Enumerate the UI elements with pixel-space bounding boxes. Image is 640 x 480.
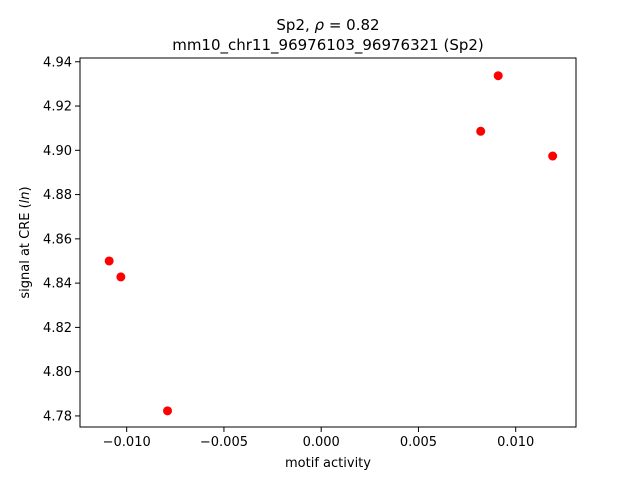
data-point <box>163 406 173 416</box>
y-tick-label: 4.86 <box>43 232 72 247</box>
y-axis-label: signal at CRE (ln) <box>18 186 33 298</box>
chart-subtitle: mm10_chr11_96976103_96976321 (Sp2) <box>172 36 484 55</box>
y-tick-label: 4.92 <box>43 100 72 115</box>
x-axis-ticks: −0.010 −0.005 0.000 0.005 0.010 <box>103 427 534 450</box>
plot-frame <box>79 57 577 428</box>
y-tick-label: 4.80 <box>43 365 72 380</box>
data-point <box>476 126 486 136</box>
data-point <box>116 272 126 282</box>
x-tick-label: 0.000 <box>303 435 340 450</box>
x-axis-label: motif activity <box>285 456 371 471</box>
data-point <box>548 151 558 161</box>
y-tick-label: 4.88 <box>43 188 72 203</box>
y-tick-label: 4.82 <box>43 321 72 336</box>
data-point <box>104 256 114 266</box>
data-points <box>104 71 558 416</box>
x-tick-label: 0.005 <box>400 435 437 450</box>
y-tick-label: 4.90 <box>43 144 72 159</box>
x-tick-label: −0.010 <box>103 435 151 450</box>
y-tick-label: 4.84 <box>43 277 72 292</box>
chart-title: Sp2, ρ = 0.82 <box>276 16 379 34</box>
y-axis-ticks: 4.78 4.80 4.82 4.84 4.86 4.88 4.90 4.92 4.94 <box>43 55 80 424</box>
y-tick-label: 4.78 <box>43 409 72 424</box>
data-point <box>493 71 503 81</box>
y-tick-label: 4.94 <box>43 55 72 70</box>
x-tick-label: 0.010 <box>497 435 534 450</box>
x-tick-label: −0.005 <box>200 435 248 450</box>
